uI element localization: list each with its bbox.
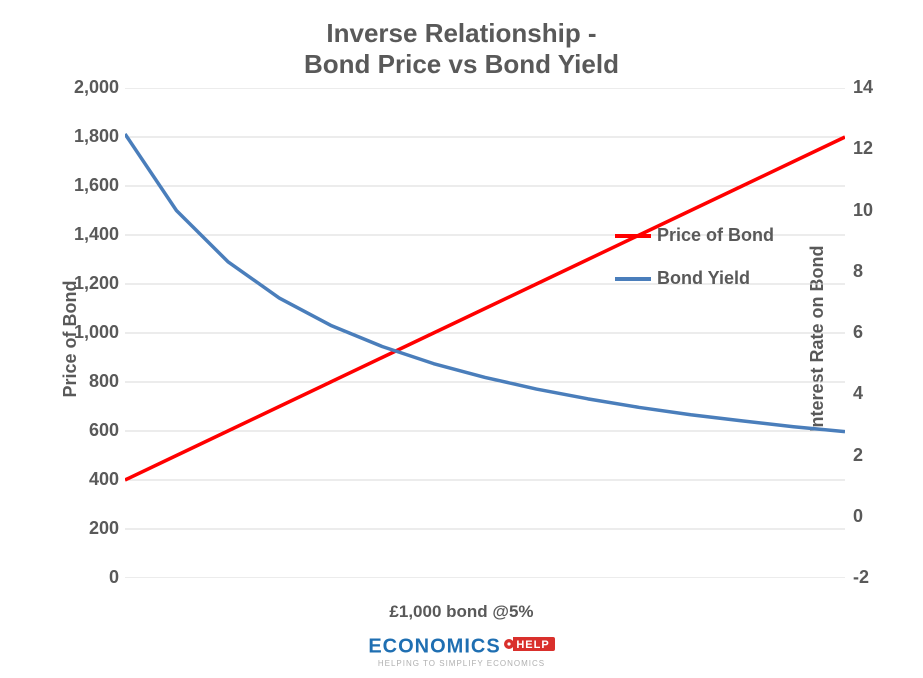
y-left-tick-label: 1,800 <box>59 126 119 147</box>
chart-container: Inverse Relationship - Bond Price vs Bon… <box>0 0 923 678</box>
y-right-tick-label: 10 <box>853 200 893 221</box>
y-left-tick-label: 800 <box>59 371 119 392</box>
y-right-tick-label: 4 <box>853 383 893 404</box>
y-left-tick-label: 1,000 <box>59 322 119 343</box>
legend-swatch <box>615 277 651 281</box>
y-right-tick-label: 0 <box>853 506 893 527</box>
chart-legend: Price of Bond Bond Yield <box>615 225 774 311</box>
attribution-brand-part2: HELP <box>516 639 549 651</box>
y-right-tick-label: 8 <box>853 261 893 282</box>
legend-label: Price of Bond <box>657 225 774 246</box>
y-right-tick-label: 2 <box>853 445 893 466</box>
legend-swatch <box>615 234 651 238</box>
y-left-tick-label: 1,400 <box>59 224 119 245</box>
chart-title-line1: Inverse Relationship - <box>326 18 596 48</box>
chart-title-line2: Bond Price vs Bond Yield <box>304 49 619 79</box>
grid-lines <box>125 88 845 578</box>
attribution-logo: ECONOMICS HELP HELPING TO SIMPLIFY ECONOM… <box>0 633 923 668</box>
y-right-tick-label: 12 <box>853 138 893 159</box>
legend-label: Bond Yield <box>657 268 750 289</box>
y-left-tick-label: 0 <box>59 567 119 588</box>
attribution-brand: ECONOMICS HELP <box>0 633 923 661</box>
y-left-tick-label: 2,000 <box>59 77 119 98</box>
chart-title: Inverse Relationship - Bond Price vs Bon… <box>0 18 923 80</box>
x-axis-caption: £1,000 bond @5% <box>0 602 923 622</box>
plot-area <box>125 88 845 578</box>
y-left-tick-label: 600 <box>59 420 119 441</box>
y-left-tick-label: 1,600 <box>59 175 119 196</box>
y-left-tick-label: 400 <box>59 469 119 490</box>
attribution-subtitle: HELPING TO SIMPLIFY ECONOMICS <box>0 659 923 668</box>
y-right-tick-label: 6 <box>853 322 893 343</box>
legend-item: Price of Bond <box>615 225 774 246</box>
legend-item: Bond Yield <box>615 268 774 289</box>
y-right-tick-label: 14 <box>853 77 893 98</box>
y-left-tick-label: 200 <box>59 518 119 539</box>
y-left-tick-label: 1,200 <box>59 273 119 294</box>
help-tag-icon: HELP <box>503 633 555 661</box>
attribution-brand-part1: ECONOMICS <box>368 635 500 657</box>
y-right-tick-label: -2 <box>853 567 893 588</box>
